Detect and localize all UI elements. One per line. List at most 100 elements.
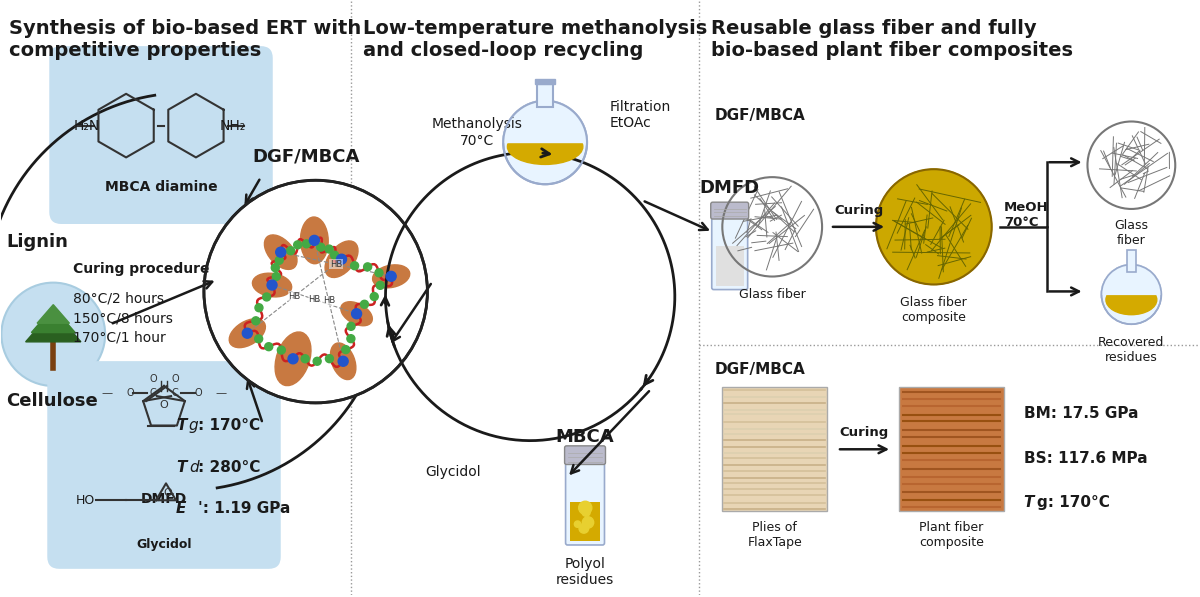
FancyBboxPatch shape [1127, 250, 1136, 272]
Polygon shape [31, 307, 76, 333]
FancyBboxPatch shape [49, 46, 272, 224]
Ellipse shape [1106, 285, 1157, 315]
Circle shape [331, 251, 338, 259]
Text: HB: HB [288, 292, 300, 301]
Text: Lignin: Lignin [6, 233, 68, 251]
Ellipse shape [275, 332, 311, 386]
Text: —: — [215, 388, 227, 398]
Circle shape [350, 261, 359, 270]
Text: g: g [188, 418, 198, 433]
Circle shape [317, 243, 325, 251]
FancyBboxPatch shape [899, 387, 1003, 512]
Circle shape [242, 328, 252, 338]
Text: DGF/MBCA: DGF/MBCA [714, 362, 805, 377]
FancyBboxPatch shape [538, 84, 553, 107]
Text: Curing: Curing [840, 426, 889, 439]
Text: Plant fiber
composite: Plant fiber composite [919, 521, 984, 549]
Circle shape [347, 322, 355, 330]
Wedge shape [1102, 264, 1162, 294]
Text: Recovered
residues: Recovered residues [1098, 336, 1164, 364]
Text: Glass fiber: Glass fiber [739, 288, 805, 301]
FancyBboxPatch shape [722, 387, 827, 512]
Text: Glycidol: Glycidol [137, 538, 192, 551]
Text: Curing: Curing [834, 204, 883, 217]
Text: 80°C/2 hours
150°C/8 hours
170°C/1 hour: 80°C/2 hours 150°C/8 hours 170°C/1 hour [73, 291, 173, 344]
Text: MBCA diamine: MBCA diamine [104, 180, 217, 194]
Circle shape [254, 304, 263, 312]
Circle shape [302, 240, 311, 248]
Circle shape [301, 355, 310, 363]
Circle shape [252, 317, 260, 325]
Text: : 170°C: : 170°C [198, 418, 260, 433]
Text: HB: HB [330, 260, 342, 269]
FancyBboxPatch shape [47, 361, 281, 569]
Text: O: O [194, 388, 202, 398]
Text: BM: 17.5 GPa: BM: 17.5 GPa [1024, 406, 1138, 421]
Text: Methanolysis
70°C: Methanolysis 70°C [432, 118, 523, 147]
Circle shape [580, 524, 589, 533]
Circle shape [1102, 264, 1162, 324]
Circle shape [325, 355, 334, 362]
Ellipse shape [252, 273, 292, 297]
Text: O: O [160, 400, 168, 410]
Text: HB: HB [308, 295, 320, 304]
FancyBboxPatch shape [715, 246, 744, 285]
Text: Reusable glass fiber and fully
bio-based plant fiber composites: Reusable glass fiber and fully bio-based… [712, 19, 1073, 60]
Circle shape [272, 272, 281, 281]
Circle shape [313, 357, 322, 365]
Circle shape [310, 235, 319, 245]
Circle shape [352, 309, 361, 319]
Text: HO: HO [77, 494, 96, 507]
Circle shape [575, 521, 581, 527]
FancyBboxPatch shape [710, 202, 749, 219]
Polygon shape [37, 304, 70, 323]
Circle shape [275, 256, 283, 264]
Text: Plies of
FlaxTape: Plies of FlaxTape [748, 521, 802, 549]
Polygon shape [25, 310, 80, 342]
Ellipse shape [229, 319, 265, 347]
Ellipse shape [372, 265, 409, 288]
Text: Glycidol: Glycidol [426, 466, 481, 479]
Circle shape [336, 254, 347, 264]
Circle shape [360, 300, 368, 308]
Circle shape [347, 335, 355, 343]
Wedge shape [503, 101, 587, 143]
Circle shape [204, 180, 427, 403]
Circle shape [364, 263, 372, 271]
FancyBboxPatch shape [570, 502, 600, 541]
Text: MBCA: MBCA [556, 427, 614, 445]
Text: O: O [126, 388, 134, 398]
Ellipse shape [264, 235, 298, 269]
Ellipse shape [330, 343, 356, 380]
Circle shape [1, 282, 106, 386]
Text: Polyol
residues: Polyol residues [556, 557, 614, 587]
Text: O: O [163, 488, 173, 498]
Circle shape [582, 508, 590, 516]
FancyBboxPatch shape [565, 460, 605, 545]
Circle shape [287, 247, 295, 255]
Text: d: d [188, 460, 198, 475]
Circle shape [325, 245, 334, 253]
Text: Synthesis of bio-based ERT with
competitive properties: Synthesis of bio-based ERT with competit… [10, 19, 361, 60]
FancyBboxPatch shape [535, 79, 556, 84]
Circle shape [371, 293, 378, 300]
Text: Glass
fiber: Glass fiber [1115, 219, 1148, 247]
Circle shape [277, 346, 286, 354]
Circle shape [338, 356, 348, 366]
Circle shape [876, 169, 991, 285]
Text: DMFD: DMFD [700, 179, 760, 197]
Text: O: O [172, 374, 179, 384]
Circle shape [386, 272, 396, 281]
Text: ': 1.19 GPa: ': 1.19 GPa [198, 501, 290, 516]
Text: HB: HB [323, 296, 335, 305]
FancyBboxPatch shape [712, 214, 748, 290]
Circle shape [265, 343, 272, 350]
Text: T: T [176, 460, 186, 475]
Text: MeOH
70°C: MeOH 70°C [1003, 201, 1049, 229]
Circle shape [374, 269, 383, 277]
Circle shape [503, 101, 587, 184]
Ellipse shape [341, 301, 372, 326]
Circle shape [271, 264, 280, 272]
Circle shape [276, 247, 286, 257]
Circle shape [268, 280, 277, 290]
